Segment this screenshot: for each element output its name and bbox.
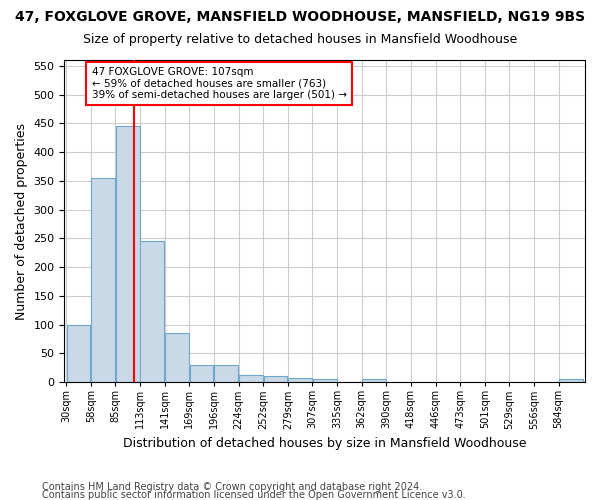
Bar — [239, 374, 263, 382]
Bar — [190, 365, 214, 382]
Bar — [362, 380, 386, 382]
Text: Size of property relative to detached houses in Mansfield Woodhouse: Size of property relative to detached ho… — [83, 32, 517, 46]
X-axis label: Distribution of detached houses by size in Mansfield Woodhouse: Distribution of detached houses by size … — [123, 437, 526, 450]
Text: 47 FOXGLOVE GROVE: 107sqm
← 59% of detached houses are smaller (763)
39% of semi: 47 FOXGLOVE GROVE: 107sqm ← 59% of detac… — [92, 67, 347, 100]
Bar — [288, 378, 312, 382]
Text: Contains public sector information licensed under the Open Government Licence v3: Contains public sector information licen… — [42, 490, 466, 500]
Bar — [140, 242, 164, 382]
Text: 47, FOXGLOVE GROVE, MANSFIELD WOODHOUSE, MANSFIELD, NG19 9BS: 47, FOXGLOVE GROVE, MANSFIELD WOODHOUSE,… — [15, 10, 585, 24]
Text: Contains HM Land Registry data © Crown copyright and database right 2024.: Contains HM Land Registry data © Crown c… — [42, 482, 422, 492]
Bar — [91, 178, 115, 382]
Bar — [165, 334, 189, 382]
Bar — [559, 380, 583, 382]
Bar — [313, 380, 337, 382]
Y-axis label: Number of detached properties: Number of detached properties — [15, 122, 28, 320]
Bar — [263, 376, 287, 382]
Bar — [67, 324, 91, 382]
Bar — [116, 126, 140, 382]
Bar — [214, 365, 238, 382]
